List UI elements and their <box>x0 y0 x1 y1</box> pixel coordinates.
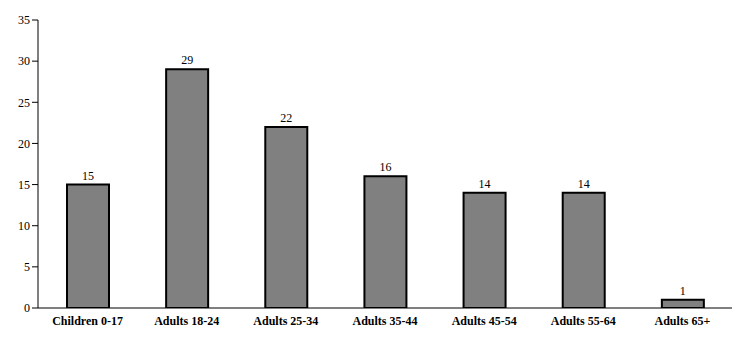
svg-text:25: 25 <box>18 96 30 110</box>
svg-text:0: 0 <box>24 301 30 315</box>
svg-text:Adults 55-64: Adults 55-64 <box>551 314 616 328</box>
svg-text:15: 15 <box>82 169 94 183</box>
svg-text:Adults 65+: Adults 65+ <box>654 314 710 328</box>
svg-text:15: 15 <box>18 178 30 192</box>
svg-text:22: 22 <box>280 111 292 125</box>
svg-text:20: 20 <box>18 137 30 151</box>
svg-text:5: 5 <box>24 260 30 274</box>
svg-text:Adults 18-24: Adults 18-24 <box>154 314 219 328</box>
svg-text:Adults 25-34: Adults 25-34 <box>253 314 318 328</box>
svg-text:10: 10 <box>18 219 30 233</box>
svg-text:16: 16 <box>379 160 391 174</box>
svg-text:Adults 45-54: Adults 45-54 <box>452 314 517 328</box>
svg-text:14: 14 <box>479 177 491 191</box>
svg-text:35: 35 <box>18 13 30 27</box>
svg-text:30: 30 <box>18 54 30 68</box>
svg-text:Adults 35-44: Adults 35-44 <box>352 314 417 328</box>
svg-text:1: 1 <box>680 284 686 298</box>
svg-text:14: 14 <box>578 177 590 191</box>
svg-text:29: 29 <box>181 53 193 67</box>
svg-text:Children 0-17: Children 0-17 <box>52 314 123 328</box>
